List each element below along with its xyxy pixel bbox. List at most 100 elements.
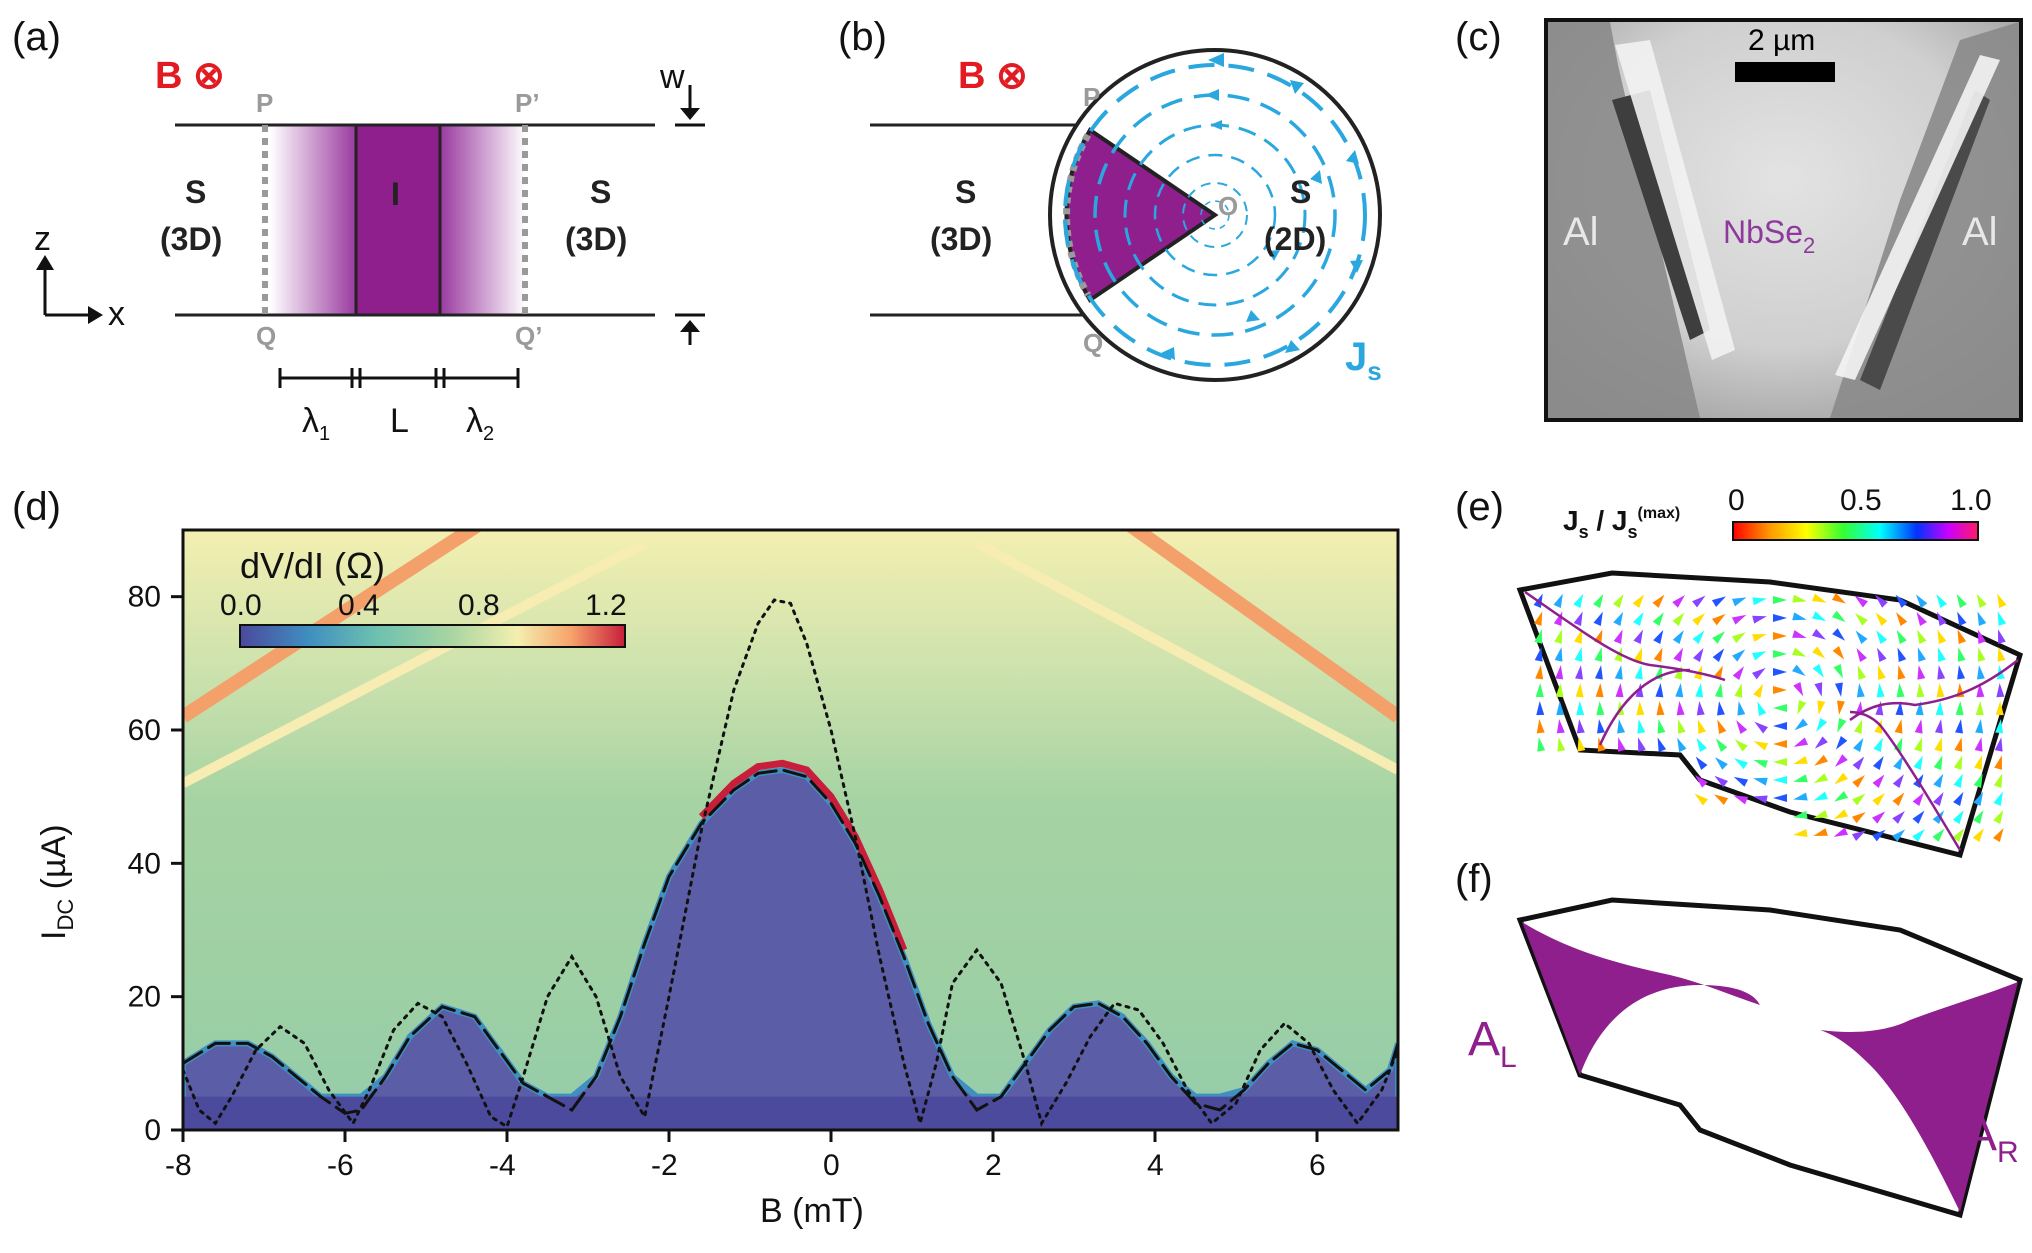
vector-arrow (1812, 646, 1826, 659)
panel-a-right-3d: (3D) (565, 221, 627, 257)
vector-arrow (1897, 665, 1906, 680)
x-tick-label: -6 (327, 1149, 354, 1182)
vector-arrow (1892, 774, 1904, 789)
fit-curves (181, 598, 1400, 1130)
superconducting-region (183, 770, 1398, 1130)
x-tick-label: 6 (1309, 1149, 1326, 1182)
panel-b-right-2d: (2D) (1264, 221, 1326, 257)
vector-arrow (1737, 701, 1746, 716)
vector-arrow (1977, 629, 1986, 644)
vector-arrow (1993, 809, 2004, 825)
vector-arrow (1817, 700, 1826, 715)
vector-arrow (1695, 775, 1708, 788)
vector-arrow (1693, 647, 1704, 663)
vector-arrow (1974, 755, 1983, 770)
vector-arrow (1751, 667, 1766, 680)
vector-arrow (1993, 791, 2003, 807)
vector-arrow (1797, 700, 1807, 715)
vector-arrow (1814, 736, 1828, 749)
vector-arrow (1977, 647, 1986, 662)
vector-arrow (1854, 595, 1868, 608)
colorbar-tick-2: 0.8 (458, 589, 500, 622)
vector-arrow (1892, 792, 1905, 806)
vector-arrow (1773, 740, 1787, 748)
panel-e: (e) Js / Js(max) 0 0.5 1.0 (1455, 484, 2024, 859)
vector-arrow (1997, 611, 2007, 626)
vector-arrow (1975, 719, 1984, 734)
vector-arrow (1634, 647, 1643, 662)
dotted-fit-curve (181, 598, 1400, 1130)
vector-arrow (1794, 718, 1808, 731)
panel-e-tick-1: 0.5 (1840, 484, 1882, 517)
vector-arrow (1912, 810, 1925, 824)
vector-arrow (1813, 828, 1828, 837)
heatmap-features (183, 530, 1398, 1130)
vector-arrow (1917, 647, 1926, 662)
vector-arrow (1934, 719, 1943, 734)
vector-arrow (1731, 614, 1747, 625)
vector-arrow (1996, 683, 2005, 698)
point-o: O (1218, 191, 1238, 221)
panel-f: (f) AL AR (1455, 857, 2023, 1219)
vector-arrow (1535, 665, 1544, 680)
vector-arrow (1652, 612, 1664, 627)
x-tick-label: -4 (489, 1149, 516, 1182)
vector-arrow (1831, 592, 1847, 604)
vector-arrow (1793, 810, 1808, 819)
panel-a-label: (a) (12, 15, 61, 59)
vector-arrow (1852, 756, 1865, 770)
current-density-label: Js (1345, 335, 1382, 386)
vector-arrow (1878, 665, 1886, 680)
vector-arrow (1916, 611, 1927, 627)
panel-a-right-s: S (590, 174, 611, 210)
vector-arrow (1753, 759, 1768, 768)
sem-right-edge (1835, 55, 2000, 380)
vector-arrow (1734, 683, 1743, 698)
vector-arrow (1832, 628, 1846, 641)
vector-arrow (1554, 629, 1562, 644)
vector-arrow (1995, 701, 2004, 716)
point-q-b: Q (1083, 328, 1103, 358)
nbse2-label: NbSe2 (1723, 214, 1815, 258)
x-tick-label: 4 (1147, 1149, 1164, 1182)
vector-arrow (1811, 628, 1826, 640)
vector-arrow (1696, 737, 1707, 753)
vector-arrow (1793, 737, 1809, 747)
vector-arrow (1936, 683, 1945, 698)
vector-arrow (1692, 630, 1705, 644)
vector-arrow (1993, 773, 2003, 788)
vector-arrow (1872, 774, 1885, 788)
vector-arrow (1977, 665, 1985, 680)
vector-arrow (1593, 611, 1603, 627)
vector-arrow (1713, 794, 1729, 806)
point-p: P (256, 88, 273, 118)
vector-arrow (1753, 683, 1764, 699)
vector-arrow (1853, 737, 1864, 753)
vector-arrow (1872, 792, 1885, 806)
vector-arrow (1856, 647, 1867, 663)
vector-arrow (1595, 683, 1604, 698)
vector-arrow (1957, 665, 1966, 680)
lambda1-label: λ1 (302, 402, 330, 445)
vector-arrow (1816, 717, 1828, 732)
vector-arrow (1576, 701, 1585, 716)
vector-arrow (1717, 719, 1727, 735)
vector-arrow (1812, 663, 1825, 678)
y-tick-label: 80 (128, 581, 161, 614)
dashed-fit-curve (181, 768, 1400, 1115)
vector-arrow (1614, 647, 1622, 662)
panel-e-label: (e) (1455, 485, 1504, 529)
vector-arrow (1733, 776, 1749, 787)
vector-arrow (1773, 704, 1787, 712)
vector-arrow (1752, 597, 1767, 606)
vector-arrow (1676, 701, 1685, 716)
vector-arrow (1575, 665, 1583, 680)
vector-arrow (1637, 719, 1646, 734)
vector-arrow (1955, 701, 1964, 716)
panel-d-label: (d) (12, 485, 61, 529)
y-tick-label: 60 (128, 714, 161, 747)
vector-arrow (1852, 775, 1865, 788)
y-axis-title: IDC (µA) (35, 824, 78, 940)
current-map-outline (1516, 570, 2024, 859)
